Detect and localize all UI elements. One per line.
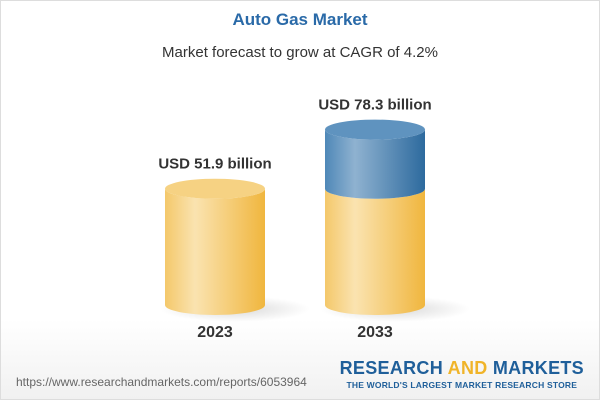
- chart-title: Auto Gas Market: [232, 10, 368, 29]
- data-label: USD 78.3 billion: [318, 97, 431, 114]
- cylinder-top: [165, 178, 265, 199]
- cylinder-body: [165, 188, 265, 315]
- cylinder-base-segment: [325, 188, 425, 315]
- chart-subtitle: Market forecast to grow at CAGR of 4.2%: [162, 44, 438, 61]
- brand-logo: RESEARCH AND MARKETS THE WORLD'S LARGEST…: [339, 358, 584, 390]
- category-label: 2023: [197, 324, 233, 341]
- data-label: USD 51.9 billion: [158, 156, 271, 173]
- cylinder-growth-segment: [325, 129, 425, 199]
- source-url[interactable]: https://www.researchandmarkets.com/repor…: [16, 375, 307, 389]
- category-label: 2033: [357, 324, 393, 341]
- cylinder-top: [325, 119, 425, 140]
